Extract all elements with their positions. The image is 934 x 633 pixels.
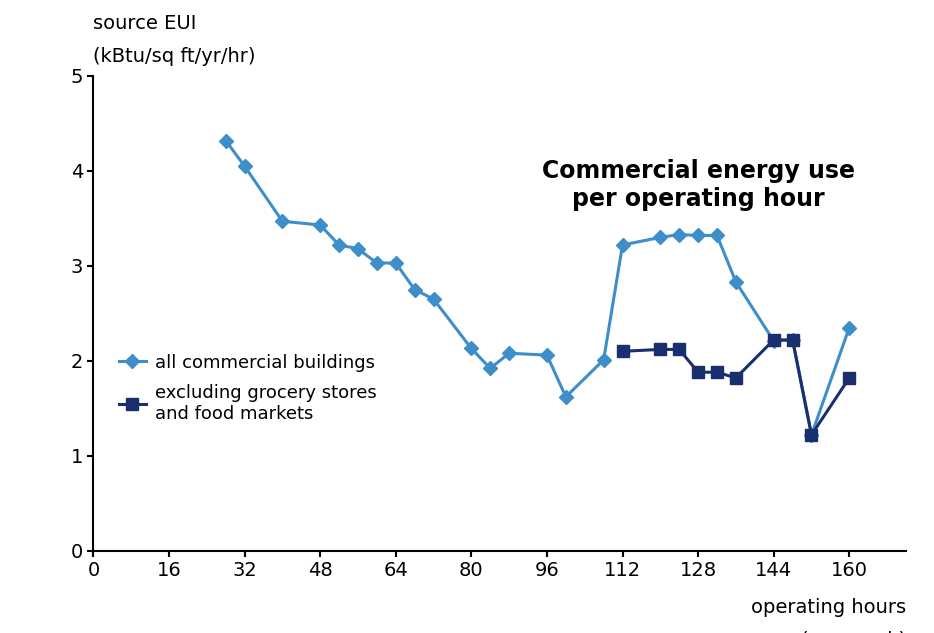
Text: operating hours: operating hours	[751, 598, 906, 617]
Text: (kBtu/sq ft/yr/hr): (kBtu/sq ft/yr/hr)	[93, 47, 256, 66]
Text: (per week): (per week)	[800, 631, 906, 633]
Legend: all commercial buildings, excluding grocery stores
and food markets: all commercial buildings, excluding groc…	[119, 354, 376, 423]
Text: Commercial energy use
per operating hour: Commercial energy use per operating hour	[542, 160, 855, 211]
Text: source EUI: source EUI	[93, 15, 197, 34]
